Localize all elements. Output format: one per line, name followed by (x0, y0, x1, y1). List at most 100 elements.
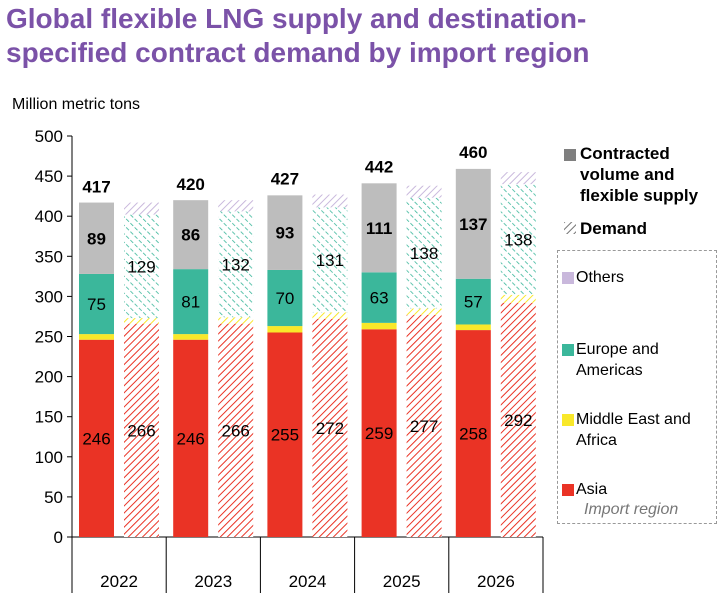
demand-bar-segment-europe (124, 214, 159, 319)
demand-bar-segment-europe (218, 211, 254, 318)
demand-bar-segment-others (124, 202, 159, 215)
demand-bar-segment-asia (124, 323, 159, 537)
demand-bar-segment-europe (312, 207, 348, 313)
y-tick-label: 0 (54, 528, 63, 547)
demand-bar-segment-others (406, 185, 442, 198)
demand-data-label-asia: 272 (316, 419, 344, 438)
supply-data-label-contracted_flexible: 86 (181, 226, 200, 245)
demand-bar-segment-asia (218, 323, 254, 537)
supply-bar-segment-asia (173, 339, 209, 537)
x-tick-label: 2026 (477, 572, 515, 591)
demand-data-label-europe: 129 (127, 257, 155, 276)
supply-data-label-asia: 255 (271, 426, 299, 445)
supply-data-label-asia: 246 (177, 429, 205, 448)
legend-label-europe: Europe and Americas (576, 341, 659, 379)
supply-bar-segment-europe (79, 273, 114, 335)
legend-label-contracted: Contracted volume and flexible supply (580, 144, 699, 205)
supply-bar-segment-contracted_flexible (173, 200, 209, 270)
supply-bar-segment-contracted_flexible (455, 168, 491, 279)
supply-data-label-contracted_flexible: 111 (366, 219, 393, 238)
supply-bar-segment-asia (455, 330, 491, 537)
x-tick-label: 2025 (383, 572, 421, 591)
demand-bar-segment-asia (500, 302, 536, 537)
supply-bar-segment-mideast (455, 324, 491, 331)
legend-label-asia: Asia (576, 481, 608, 498)
demand-bar-segment-mideast (406, 308, 442, 315)
supply-data-label-contracted_flexible: 137 (459, 215, 487, 234)
y-tick-label: 250 (35, 328, 63, 347)
demand-bar-segment-europe (406, 197, 442, 309)
import-region-legend-box (557, 250, 717, 524)
y-tick-label: 500 (35, 127, 63, 146)
supply-total-label: 417 (82, 178, 110, 197)
y-tick-label: 400 (35, 207, 63, 226)
supply-bar-segment-asia (267, 332, 303, 537)
demand-bar-segment-others (218, 200, 254, 212)
legend-label-mideast: Middle East and Africa (576, 411, 691, 449)
y-tick-label: 100 (35, 448, 63, 467)
chart-title: Global flexible LNG supply and destinati… (6, 3, 590, 68)
demand-data-label-asia: 266 (127, 421, 155, 440)
supply-bar-segment-contracted_flexible (267, 195, 303, 270)
supply-bar-segment-europe (361, 272, 397, 323)
y-tick-label: 150 (35, 408, 63, 427)
legend-swatch-contracted (564, 149, 576, 161)
y-axis-unit-label: Million metric tons (12, 96, 141, 113)
supply-bar-segment-mideast (361, 322, 397, 330)
supply-total-label: 460 (459, 143, 487, 162)
supply-total-label: 427 (271, 170, 299, 189)
supply-data-label-europe: 70 (275, 289, 294, 308)
demand-bar-segment-mideast (218, 317, 254, 324)
legend-swatch-others (562, 272, 574, 284)
supply-data-label-europe: 57 (464, 293, 483, 312)
supply-bar-segment-asia (79, 339, 114, 537)
supply-data-label-asia: 246 (82, 429, 110, 448)
demand-bar-segment-mideast (312, 312, 348, 319)
supply-data-label-asia: 258 (459, 425, 487, 444)
supply-bar-segment-mideast (267, 326, 303, 333)
supply-data-label-contracted_flexible: 89 (87, 229, 106, 248)
demand-bar-segment-asia (312, 318, 348, 537)
demand-bar-segment-others (500, 172, 536, 185)
demand-data-label-asia: 266 (222, 421, 250, 440)
legend-swatch-mideast (562, 414, 574, 426)
supply-data-label-europe: 81 (181, 293, 200, 312)
demand-bar-segment-mideast (124, 318, 159, 324)
legend-label-others: Others (576, 269, 625, 286)
legend-swatch-demand (564, 222, 576, 234)
supply-total-label: 442 (365, 158, 393, 177)
y-tick-label: 300 (35, 287, 63, 306)
supply-bar-segment-asia (361, 329, 397, 537)
legend-swatch-europe (562, 344, 574, 356)
demand-data-label-europe: 138 (410, 244, 438, 263)
supply-data-label-europe: 63 (370, 289, 389, 308)
x-tick-label: 2022 (100, 572, 138, 591)
legend-swatch-asia (562, 484, 574, 496)
supply-bar-segment-mideast (173, 334, 209, 340)
supply-data-label-europe: 75 (87, 295, 106, 314)
supply-bar-segment-europe (455, 278, 491, 325)
demand-data-label-europe: 131 (316, 251, 344, 270)
demand-data-label-asia: 277 (410, 417, 438, 436)
supply-total-label: 420 (177, 175, 205, 194)
supply-data-label-asia: 259 (365, 424, 393, 443)
supply-bar-segment-europe (173, 269, 209, 335)
demand-bar-segment-asia (406, 314, 442, 537)
demand-bar-segment-mideast (500, 294, 536, 303)
supply-bar-segment-europe (267, 269, 303, 327)
supply-bar-segment-mideast (79, 334, 114, 340)
x-tick-label: 2023 (194, 572, 232, 591)
demand-bar-segment-others (312, 194, 348, 208)
legend-note-import-region: Import region (584, 501, 679, 518)
demand-data-label-europe: 138 (504, 230, 532, 249)
supply-bar-segment-contracted_flexible (79, 202, 114, 274)
demand-data-label-europe: 132 (222, 255, 250, 274)
supply-data-label-contracted_flexible: 93 (275, 224, 294, 243)
legend-label-demand: Demand (580, 219, 648, 238)
demand-bar-segment-europe (500, 184, 536, 295)
y-tick-label: 350 (35, 247, 63, 266)
y-tick-label: 200 (35, 368, 63, 387)
demand-data-label-asia: 292 (504, 411, 532, 430)
supply-bar-segment-contracted_flexible (361, 183, 397, 273)
